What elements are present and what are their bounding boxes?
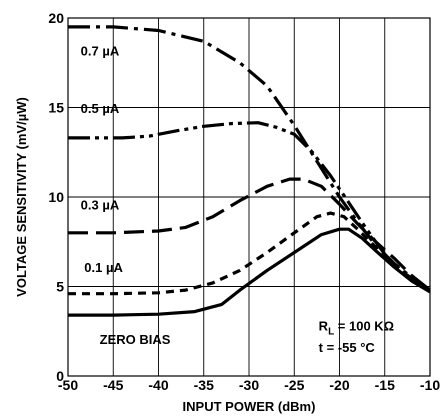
y-tick-label: 0 [56,368,64,384]
y-axis-title: VOLTAGE SENSITIVITY (mV/µW) [14,97,29,297]
x-tick-label: -30 [239,377,259,393]
y-tick-label: 15 [48,100,64,116]
series-label: 0.5 µA [81,101,120,116]
series-label: ZERO BIAS [100,332,171,347]
series-label: 0.1 µA [84,260,123,275]
series-line [68,121,431,292]
y-tick-label: 20 [48,10,64,26]
series-label: 0.7 µA [81,44,120,59]
x-tick-label: -40 [148,377,168,393]
series-label: 0.3 µA [81,198,120,213]
condition-temperature-label: t = -55 °C [319,340,376,355]
series-line [68,211,431,296]
x-tick-label: -10 [420,377,440,393]
series-line [68,177,431,292]
x-tick-label: -15 [375,377,395,393]
y-tick-label: 5 [56,279,64,295]
x-tick-label: -25 [284,377,304,393]
y-tick-label: 10 [48,189,64,205]
x-tick-label: -35 [194,377,214,393]
data-series [68,25,431,317]
series-line [68,227,431,317]
x-tick-label: -20 [329,377,349,393]
x-tick-label: -45 [103,377,123,393]
x-axis-title: INPUT POWER (dBm) [183,399,316,414]
x-tick-label: -50 [58,377,78,393]
series-labels: 0.7 µA 0.5 µA 0.3 µA 0.1 µA ZERO BIAS [81,44,171,347]
tick-labels: -50 -45 -40 -35 -30 -25 -20 -15 -10 0 5 10 15 20 [48,10,440,393]
plot-frame [67,17,431,377]
condition-rl-label: RL = 100 KΩ [319,318,394,337]
